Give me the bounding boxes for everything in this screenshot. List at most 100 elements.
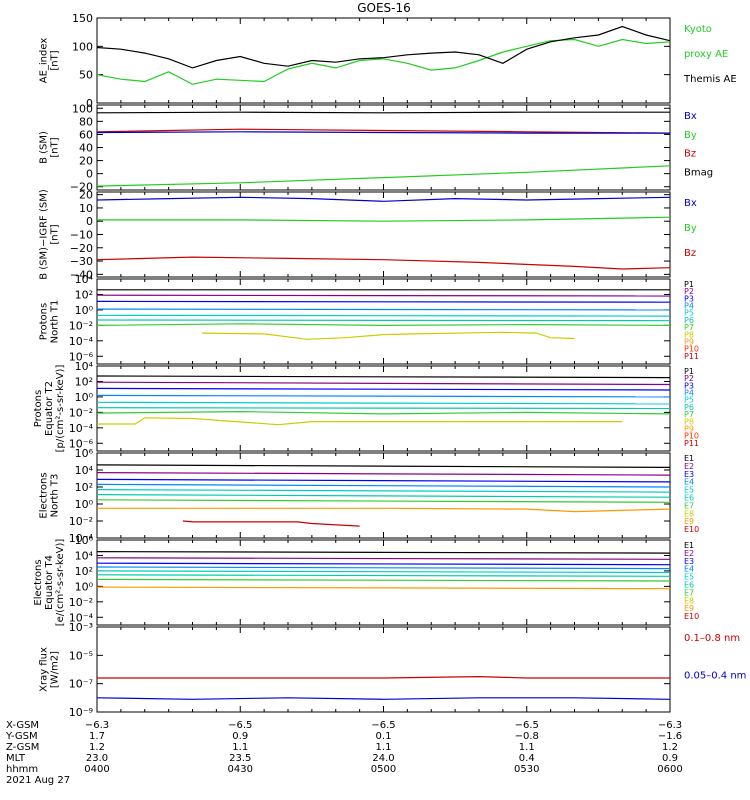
y-tick-label: 10⁻⁹ — [69, 706, 93, 719]
legend-item: P9 — [684, 424, 694, 433]
legend-item: E6 — [684, 581, 694, 590]
series-p4 — [96, 308, 671, 311]
series-p6 — [96, 407, 671, 410]
y-axis-label: Equator T2 — [44, 381, 55, 436]
legend-item: P8 — [684, 417, 694, 426]
tick-value: −6.3 — [85, 720, 109, 731]
legend-item: P5 — [684, 309, 694, 318]
y-tick-label: 40 — [79, 142, 93, 155]
series-e5 — [96, 489, 671, 493]
y-tick-label: 100 — [72, 40, 93, 53]
y-tick-label: 0 — [86, 168, 93, 181]
y-tick-label: 20 — [79, 189, 93, 202]
panel-8: 10⁻³ 10⁻⁵ 10⁻⁷ 10⁻⁹ Xray flux [W/m2] 0.1–0.8 n… — [39, 621, 747, 719]
legend-item: E4 — [684, 565, 694, 574]
legend-item: P1 — [684, 280, 694, 289]
y-tick-label: 10⁻⁴ — [69, 335, 94, 348]
y-tick-label: 50 — [79, 69, 93, 82]
tick-value: −1.6 — [658, 731, 682, 742]
legend-item: By — [684, 223, 697, 234]
legend-item: Kyoto — [684, 24, 712, 35]
tick-value: 23.0 — [86, 753, 108, 764]
series-e6 — [96, 574, 671, 577]
legend-item: P6 — [684, 316, 694, 325]
series-e3 — [96, 478, 671, 483]
y-axis-label: North T1 — [50, 300, 61, 344]
legend-item: E8 — [684, 596, 694, 605]
legend-item: Bz — [684, 149, 696, 160]
y-tick-label: 10² — [75, 481, 93, 494]
y-axis-label: Equator T4 — [44, 555, 55, 610]
series-p2 — [96, 294, 671, 297]
y-tick-label: −10 — [70, 229, 93, 242]
y-tick-label: −40 — [70, 268, 93, 281]
series-bx — [96, 131, 670, 134]
series-p7 — [96, 323, 671, 327]
series-bz — [96, 128, 671, 134]
y-axis-label: [e/(cm²-s-sr-keV)] — [55, 539, 66, 627]
y-tick-label: −20 — [70, 181, 93, 194]
legend-item: E3 — [684, 557, 694, 566]
series-p5 — [96, 401, 671, 405]
legend-item: Bmag — [684, 167, 713, 178]
y-tick-label: 10⁴ — [75, 273, 94, 286]
y-tick-label: 150 — [72, 12, 93, 25]
legend-item: P1 — [684, 367, 694, 376]
y-tick-label: 10 — [79, 202, 93, 215]
y-axis-label: [p/(cm²-s-sr-keV)] — [55, 365, 66, 453]
panel-5: 10⁴ 10² 10⁰ 10⁻² 10⁻⁴ 10⁻⁶ Protons Equator T2 [p… — [33, 360, 699, 452]
series-e8 — [96, 586, 671, 590]
tick-value: 0430 — [228, 764, 253, 775]
y-tick-label: 10⁻⁴ — [69, 532, 94, 545]
series-e3 — [96, 562, 671, 566]
y-axis-label: North T3 — [50, 474, 61, 518]
legend-item: By — [684, 130, 697, 141]
legend-item: P5 — [684, 396, 694, 405]
legend-item: P2 — [684, 287, 694, 296]
y-tick-label: −20 — [70, 242, 93, 255]
series-p3 — [96, 300, 671, 303]
y-tick-label: 10² — [75, 565, 93, 578]
legend-item: E6 — [684, 494, 694, 503]
row-label: MLT — [6, 753, 26, 764]
series-e4 — [96, 566, 671, 570]
series-p8 — [202, 331, 575, 340]
tick-value: 0400 — [84, 764, 109, 775]
ephemeris-footer: X-GSMY-GSMZ-GSMMLThhmm−6.31.71.223.00400… — [5, 720, 683, 786]
y-tick-label: 10² — [75, 375, 93, 388]
tick-value: 0.9 — [662, 753, 678, 764]
legend-item: P11 — [684, 439, 699, 448]
panel-frame — [96, 17, 671, 104]
series-p5 — [96, 314, 671, 317]
y-tick-label: 100 — [72, 102, 93, 115]
y-tick-label: 60 — [79, 128, 93, 141]
tick-value: 0530 — [514, 764, 539, 775]
y-tick-label: 10⁰ — [75, 304, 94, 317]
legend-item: P7 — [684, 323, 694, 332]
legend-item: Bx — [684, 111, 697, 122]
panel-1: 0 50 100 150 AE_index [nT] Kyoto proxy AE Themis… — [39, 12, 737, 110]
row-label: X-GSM — [6, 720, 39, 731]
legend-item: E9 — [684, 604, 694, 613]
legend-item: E8 — [684, 509, 694, 518]
legend-item: Bx — [684, 198, 697, 209]
y-axis-label: Protons — [39, 303, 50, 340]
series-0-05-0-4-nm — [96, 697, 671, 700]
series-e2 — [96, 557, 671, 560]
series-kyoto-proxy-ae — [96, 38, 671, 85]
tick-value: 1.7 — [89, 731, 105, 742]
y-tick-label: −30 — [70, 255, 93, 268]
y-tick-label: 20 — [79, 155, 93, 168]
series-p1 — [96, 375, 671, 379]
y-axis-label: Xray flux — [39, 647, 50, 692]
legend-item: E10 — [684, 612, 699, 621]
legend-item: E10 — [684, 525, 699, 534]
legend-item: E7 — [684, 588, 694, 597]
legend-item: E1 — [684, 541, 694, 550]
tick-value: −6.5 — [228, 720, 252, 731]
